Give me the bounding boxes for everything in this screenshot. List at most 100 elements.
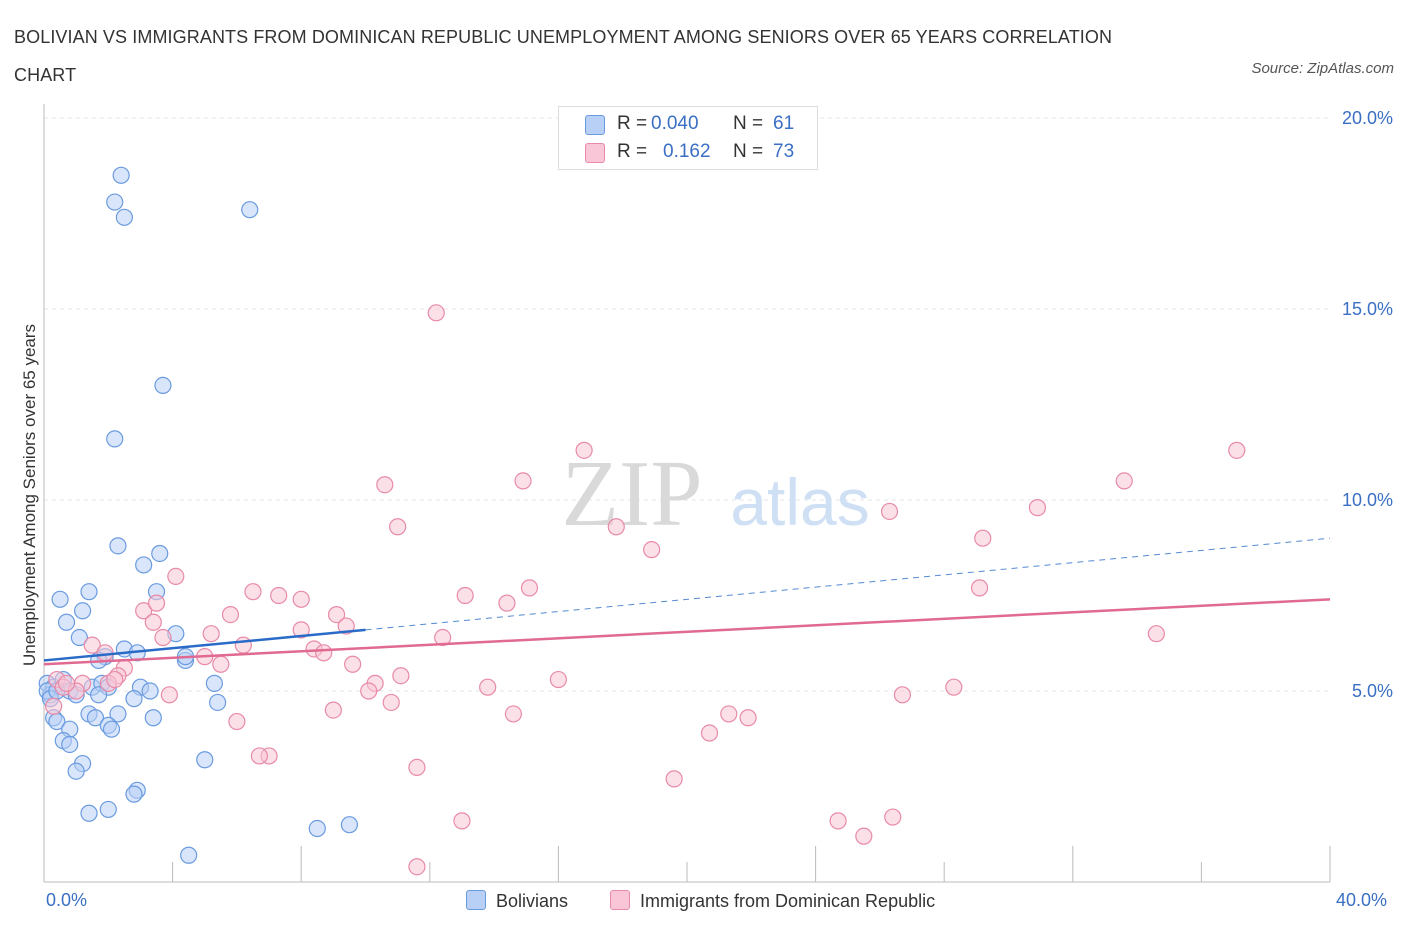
- y-tick-label: 15.0%: [1342, 299, 1393, 319]
- watermark-atlas: atlas: [730, 465, 869, 539]
- legend-r-value: 0.162: [663, 141, 711, 162]
- point-bolivians: [80, 583, 98, 601]
- point-bolivians: [125, 785, 143, 803]
- point-bolivians: [99, 800, 117, 819]
- point-bolivians: [86, 709, 105, 727]
- x-tick-label-min: 0.0%: [46, 890, 88, 910]
- point-bolivians: [180, 846, 198, 864]
- bottom-legend-swatch-bolivians: [466, 890, 486, 910]
- point-dominican: [520, 579, 539, 597]
- point-bolivians: [109, 705, 127, 723]
- point-dominican: [360, 682, 378, 700]
- legend-r-value: 0.040: [651, 113, 699, 134]
- point-bolivians: [70, 628, 88, 647]
- trend-line-bolivians: [43, 628, 366, 662]
- point-bolivians: [125, 690, 143, 708]
- bottom-legend-label-dominican: Immigrants from Dominican Republic: [640, 891, 936, 911]
- point-bolivians: [205, 674, 223, 692]
- point-dominican: [389, 518, 407, 536]
- trend-line-bolivians-projection: [365, 537, 1331, 631]
- point-dominican: [607, 518, 625, 536]
- point-bolivians: [51, 590, 69, 608]
- trend-line-dominican: [43, 598, 1331, 666]
- point-bolivians: [154, 376, 172, 394]
- y-tick-label: 10.0%: [1342, 490, 1393, 510]
- legend-n-value: 73: [773, 141, 795, 162]
- point-dominican: [144, 613, 162, 631]
- legend-n-label: N =: [733, 141, 764, 162]
- point-dominican: [575, 441, 593, 459]
- legend-swatch-bolivians: [585, 115, 605, 135]
- point-dominican: [83, 636, 101, 654]
- point-dominican: [974, 529, 992, 547]
- point-dominican: [221, 605, 240, 624]
- bottom-legend-label-bolivians: Bolivians: [496, 891, 569, 911]
- point-dominican: [720, 705, 738, 723]
- point-bolivians: [102, 720, 121, 738]
- point-bolivians: [61, 735, 79, 754]
- point-bolivians: [308, 819, 326, 838]
- point-dominican: [244, 583, 262, 601]
- point-dominican: [96, 644, 114, 662]
- legend-n-value: 61: [773, 113, 795, 134]
- point-bolivians: [144, 709, 162, 727]
- point-dominican: [970, 579, 989, 597]
- point-bolivians: [151, 544, 169, 563]
- point-dominican: [337, 617, 355, 635]
- axes: [43, 104, 1331, 883]
- point-dominican: [250, 747, 269, 765]
- point-dominican: [167, 567, 185, 586]
- point-dominican: [739, 709, 757, 727]
- point-dominican: [382, 693, 400, 712]
- point-dominican: [434, 628, 452, 647]
- point-dominican: [427, 304, 445, 322]
- point-dominican: [549, 670, 568, 689]
- point-bolivians: [209, 693, 227, 712]
- point-dominican: [228, 712, 246, 731]
- point-dominican: [884, 808, 902, 826]
- point-bolivians: [115, 208, 133, 226]
- point-dominican: [376, 476, 394, 494]
- point-dominican: [504, 705, 522, 723]
- point-bolivians: [141, 682, 159, 700]
- y-tick-label: 20.0%: [1342, 108, 1393, 128]
- point-bolivians: [57, 613, 76, 631]
- point-dominican: [234, 636, 252, 654]
- point-dominican: [135, 602, 153, 620]
- point-dominican: [154, 628, 172, 647]
- point-bolivians: [106, 193, 124, 211]
- point-bolivians: [106, 430, 124, 448]
- point-dominican: [270, 586, 288, 605]
- point-dominican: [893, 686, 912, 704]
- point-dominican: [829, 812, 847, 830]
- point-dominican: [45, 697, 63, 715]
- y-tick-labels: 5.0% 10.0% 15.0% 20.0%: [1342, 108, 1393, 701]
- point-dominican: [855, 827, 873, 845]
- point-dominican: [1115, 472, 1133, 490]
- point-dominican: [408, 758, 426, 777]
- point-bolivians: [112, 166, 130, 184]
- point-bolivians: [196, 751, 214, 769]
- bottom-legend-bolivians[interactable]: Bolivians: [466, 890, 568, 912]
- point-bolivians: [67, 762, 85, 780]
- point-dominican: [514, 472, 532, 490]
- point-dominican: [392, 667, 410, 685]
- point-dominican: [292, 590, 310, 608]
- source-label: Source: ZipAtlas.com: [1251, 60, 1394, 77]
- point-dominican: [665, 770, 683, 788]
- point-dominican: [315, 644, 333, 662]
- point-dominican: [408, 858, 426, 876]
- point-dominican: [456, 586, 474, 605]
- point-dominican: [160, 686, 178, 704]
- point-dominican: [700, 724, 719, 742]
- point-dominican: [324, 701, 342, 719]
- point-dominican: [498, 594, 516, 612]
- point-bolivians: [90, 686, 108, 704]
- bottom-legend-dominican[interactable]: Immigrants from Dominican Republic: [610, 890, 935, 912]
- data-points: [38, 166, 1246, 876]
- trend-lines: [43, 537, 1331, 666]
- point-dominican: [344, 655, 362, 673]
- watermark-zip: ZIP: [562, 442, 703, 546]
- legend-r-label: R =: [617, 113, 648, 134]
